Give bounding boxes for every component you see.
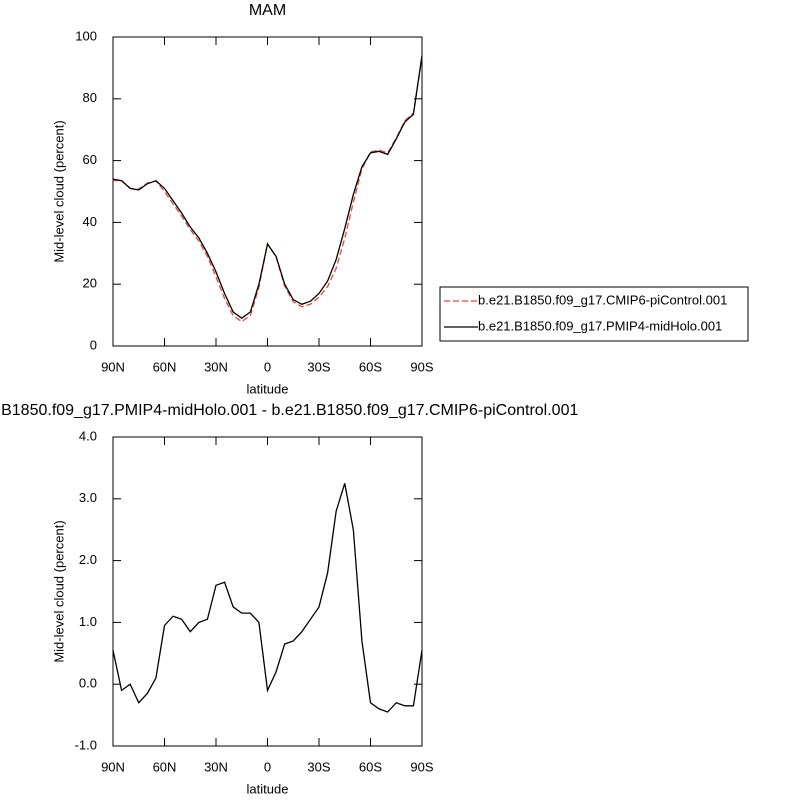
series-line — [112, 56, 423, 323]
plot-frame — [112, 36, 423, 347]
y-tick-label: 0.0 — [79, 676, 97, 691]
x-tick-label: 0 — [264, 359, 271, 374]
legend-label: b.e21.B1850.f09_g17.CMIP6-piControl.001 — [478, 292, 727, 307]
x-tick-label: 90S — [410, 759, 433, 774]
series-line — [112, 55, 423, 319]
y-tick-label: 3.0 — [79, 490, 97, 505]
x-tick-label: 60S — [359, 359, 382, 374]
legend-box — [439, 286, 749, 342]
chart-title: MAM — [249, 2, 286, 19]
x-tick-label: 30S — [307, 759, 330, 774]
x-tick-label: 30N — [204, 359, 228, 374]
legend-label: b.e21.B1850.f09_g17.PMIP4-midHolo.001 — [478, 318, 722, 333]
y-tick-label: 100 — [75, 28, 97, 43]
y-axis-label: Mid-level cloud (percent) — [51, 520, 66, 662]
x-tick-label: 90N — [101, 759, 125, 774]
y-tick-label: 80 — [83, 90, 97, 105]
x-tick-label: 60N — [153, 759, 177, 774]
y-axis-label: Mid-level cloud (percent) — [51, 120, 66, 262]
y-tick-label: 60 — [83, 152, 97, 167]
x-tick-label: 90N — [101, 359, 125, 374]
x-axis-label: latitude — [247, 781, 289, 796]
x-tick-label: 60N — [153, 359, 177, 374]
x-tick-label: 0 — [264, 759, 271, 774]
series-line — [112, 483, 423, 713]
x-tick-label: 30S — [307, 359, 330, 374]
y-tick-label: 20 — [83, 276, 97, 291]
x-axis-label: latitude — [247, 381, 289, 396]
x-tick-label: 60S — [359, 759, 382, 774]
y-tick-label: 0 — [90, 337, 97, 352]
x-tick-label: 30N — [204, 759, 228, 774]
y-tick-label: 40 — [83, 214, 97, 229]
chart-title: b.e21.B1850.f09_g17.PMIP4-midHolo.001 - … — [0, 402, 578, 419]
y-tick-label: 1.0 — [79, 614, 97, 629]
x-tick-label: 90S — [410, 359, 433, 374]
y-tick-label: 2.0 — [79, 552, 97, 567]
y-tick-label: 4.0 — [79, 428, 97, 443]
y-tick-label: -1.0 — [75, 737, 97, 752]
plot-frame — [112, 436, 423, 747]
